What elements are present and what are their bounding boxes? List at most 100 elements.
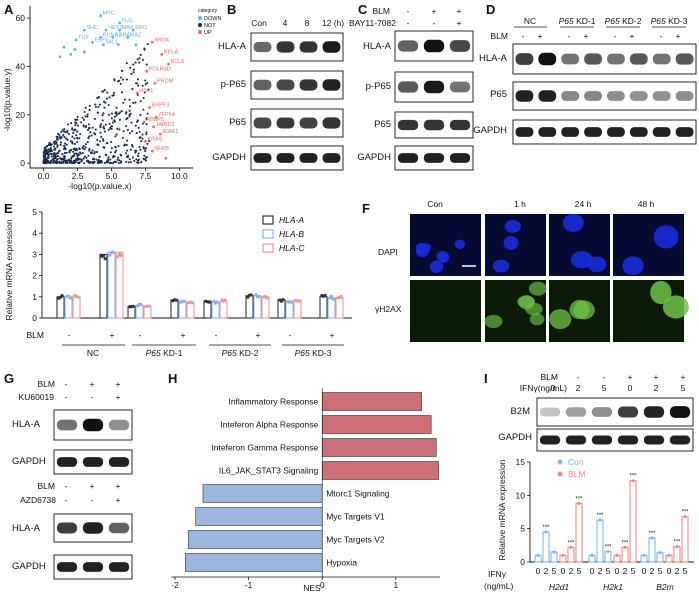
a-point-up [145,69,149,73]
panel-g-top-m13: + [116,379,121,389]
a-point-not [139,148,142,151]
a-point-not [75,152,78,155]
a-gene-label-up: HSF1 [139,88,153,94]
panel-d-group-kd3: P65 KD-3 [651,16,688,26]
f-nucleus [573,300,595,320]
i-dot [569,545,573,549]
a-point-not [43,153,46,156]
panel-a-axes [29,6,193,169]
i-dose-label: 0 [561,566,566,576]
f-nucleus [529,313,545,326]
a-point-not [108,96,111,99]
a-point-not [76,115,79,118]
a-point-not [136,119,140,122]
i-ifn-mark: 5 [681,383,686,393]
a-point-not [76,124,80,127]
f-nucleus [528,281,547,296]
i-blm-mark: + [628,372,633,382]
a-point-not [111,94,114,97]
a-point-not [51,161,55,164]
h-bar [321,438,437,457]
a-point-not [53,142,56,145]
a-point-up [142,120,146,124]
a-point-not [101,114,104,117]
panel-i-xaxis-unit: (ng/mL) [484,581,513,591]
a-point-not [71,135,74,138]
panel-label-c: C [358,2,368,17]
a-point-not [84,115,87,118]
panel-g-bot-m23: + [116,495,121,505]
legend-not-marker [198,23,202,27]
g-gapdh-top-band [108,457,130,467]
i-bar [621,546,629,563]
a-point-not [120,110,123,113]
d-blm-mark: + [676,31,681,41]
panel-b-row-gapdh: GAPDH [212,152,246,163]
a-point-not [71,162,74,165]
e-dot [174,298,178,302]
a-point-not [128,98,131,101]
a-point-not [63,128,66,131]
a-point-not [130,72,133,76]
i-blm-mark: - [552,372,555,382]
a-point-not [118,118,121,121]
panel-e-marks: - + - + - + - + [68,330,335,340]
panel-b-cond-1: Con [251,18,267,28]
a-point-not [136,78,140,81]
panel-c-mark-1-2: + [432,6,437,16]
panel-d-group-nc: NC [524,16,536,26]
a-point-not [107,158,110,161]
a-point-up [144,140,147,143]
e-dot [182,299,186,303]
panel-b-cond-4: 12 (h) [322,18,344,28]
panel-label-e: E [4,201,13,216]
i-dot [642,553,646,557]
c-p65-band [397,119,419,131]
h-bar-label: Mtorc1 Signaling [326,489,390,499]
a-point-not [104,123,108,126]
a-point-down [99,14,103,18]
a-point-not [110,117,113,120]
panel-i-ticks: 0 5 10 15 [516,457,530,567]
e-ytick-label: 1 [32,292,37,302]
a-gene-label-up: JARID2 [156,122,175,128]
a-point-not [75,122,78,125]
d-p65-band [584,91,602,101]
panel-e-axes [41,212,352,319]
a-point-not [73,137,76,140]
a-point-not [88,148,91,151]
a-gene-label-up: BCL6 [171,59,185,65]
a-xtick-label: 5.0 [106,171,118,181]
a-point-up [154,115,158,119]
a-point-not [75,148,78,152]
e-bar [72,296,81,319]
legend-hla-c: HLA-C [279,243,305,253]
e-bar [335,297,344,319]
legend-blm-marker [557,471,563,477]
i-dose-label: 5 [577,566,582,576]
a-point-not [90,134,93,137]
e-blm-mark: - [289,330,292,340]
a-point-not [137,152,140,155]
f-nucleus [415,246,429,258]
e-dot [289,300,293,304]
a-point-not [90,152,94,155]
a-gene-label-down: ERG [135,25,147,31]
a-point-not [93,151,96,154]
a-point-not [113,120,116,123]
panel-e-group-kd3: P65 KD-3 [295,348,332,358]
h-bar [321,392,422,411]
a-point-not [88,149,91,152]
i-dot [590,553,594,557]
a-point-not [116,127,119,130]
e-ytick-label: 2 [32,271,37,281]
h-bar-label: Hypoxia [326,558,357,568]
i-blm-mark: + [654,372,659,382]
a-point-not [84,106,87,109]
i-dot [631,479,635,483]
g-hla-a-top-band [82,418,104,432]
a-point-not [99,124,102,127]
a-point-not [144,150,147,153]
c-p-p65-band [423,80,445,94]
e-dot [103,257,107,261]
